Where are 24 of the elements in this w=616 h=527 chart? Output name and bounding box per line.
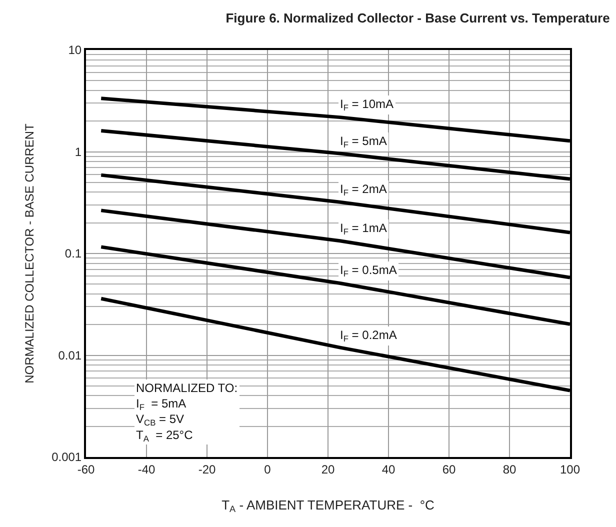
series-label: I$_{F}$ = 5mA [340,134,387,150]
y-tick-label: 0.1 [64,246,82,261]
chart-title: Figure 6. Normalized Collector - Base Current vs. Temperature [226,10,610,26]
y-tick-label: 10 [68,43,82,58]
x-tick-label: -60 [77,462,95,476]
x-tick-label: 60 [442,462,456,476]
x-axis-title: T$_{A}$ - AMBIENT TEMPERATURE - °C [222,498,434,514]
x-tick-label: 80 [502,462,516,476]
y-tick-label: 1 [74,144,82,159]
x-tick-label: 40 [382,462,396,476]
series-label: I$_{F}$ = 0.2mA [340,328,397,344]
y-tick-label: 0.001 [52,450,82,464]
y-tick-label: 0.01 [58,348,82,362]
x-tick-label: -40 [138,462,156,476]
series-label: I$_{F}$ = 1mA [340,221,387,237]
x-tick-label: 100 [560,462,580,476]
x-tick-label: -20 [198,462,216,476]
y-axis-title: NORMALIZED COLLECTOR - BASE CURRENT [22,122,36,384]
x-tick-label: 0 [264,462,272,476]
series-label: I$_{F}$ = 2mA [340,182,387,198]
text: NORMALIZED TO: I$_{F}$ = 5mA V$_{CB}$ = 5V T$_{A}$ = 25°C [136,381,238,444]
series-label: I$_{F}$ = 10mA [340,97,394,113]
series-label: I$_{F}$ = 0.5mA [340,263,397,279]
x-tick-label: 20 [321,462,335,476]
